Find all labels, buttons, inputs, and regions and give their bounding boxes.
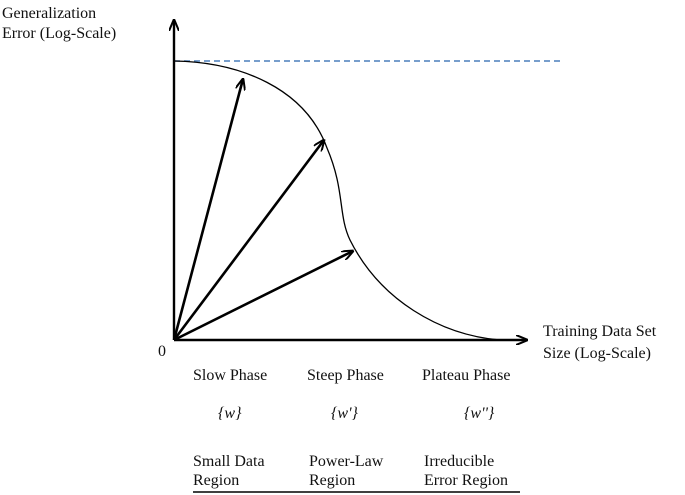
phase-label-slow: Slow Phase xyxy=(193,367,268,384)
weight-vector-plateau xyxy=(173,251,353,342)
weight-set-steep: {w'} xyxy=(331,405,358,422)
region-label-slow-line-2: Region xyxy=(193,472,240,489)
region-label-steep-line-1: Power-Law xyxy=(309,453,384,470)
weight-vector-steep xyxy=(172,140,324,341)
weight-set-slow: {w} xyxy=(218,405,242,422)
x-axis-label-line-2: Size (Log-Scale) xyxy=(543,345,651,362)
region-label-plateau-line-1: Irreducible xyxy=(424,453,495,470)
region-label-steep-line-2: Region xyxy=(309,472,356,489)
origin-label: 0 xyxy=(158,343,166,360)
weight-vector-slow xyxy=(172,79,243,341)
error-curve xyxy=(173,60,501,341)
region-label-plateau-line-2: Error Region xyxy=(424,472,508,489)
y-axis-label-line-2: Error (Log-Scale) xyxy=(2,25,117,42)
weight-set-plateau: {w''} xyxy=(464,405,495,422)
region-label-slow-line-1: Small Data xyxy=(193,453,265,470)
x-axis-label-line-1: Training Data Set xyxy=(543,323,657,340)
phase-label-plateau: Plateau Phase xyxy=(422,367,511,384)
phase-label-steep: Steep Phase xyxy=(307,367,384,384)
y-axis-label-line-1: Generalization xyxy=(2,5,97,22)
